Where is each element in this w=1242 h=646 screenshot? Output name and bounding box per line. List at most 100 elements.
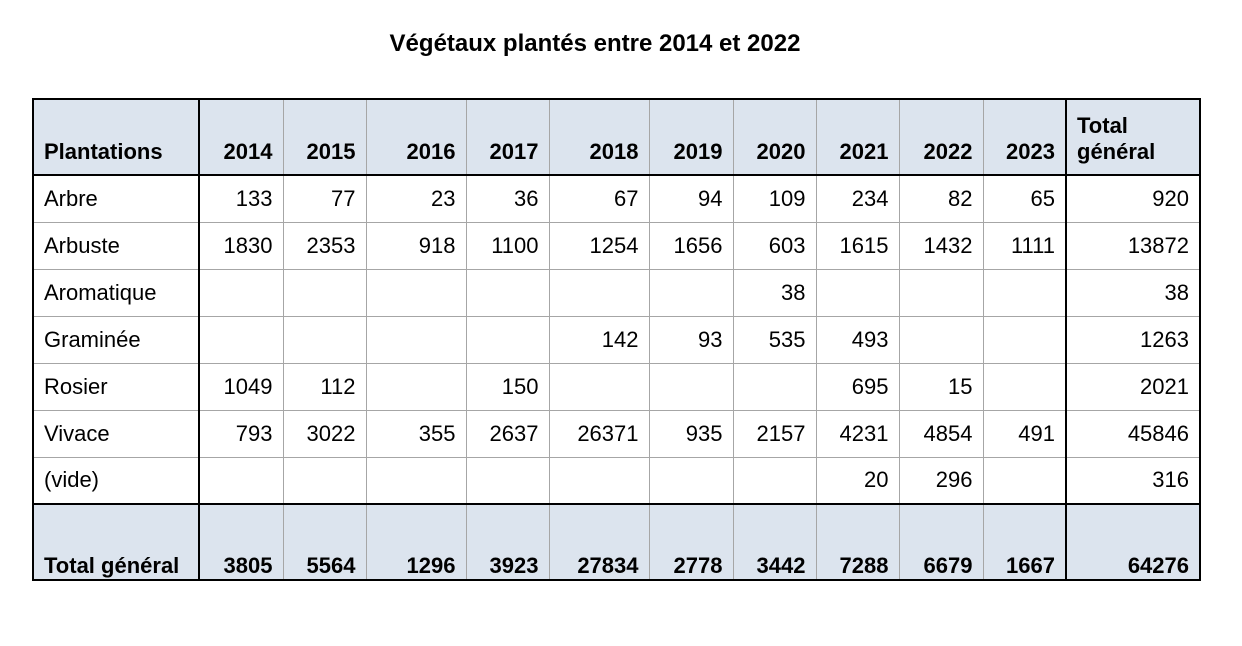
header-year: 2014 (198, 98, 284, 176)
cell-value (982, 315, 1067, 364)
cell-value: 695 (815, 362, 900, 411)
cell-value: 1615 (815, 221, 900, 270)
row-label: Aromatique (32, 268, 200, 317)
row-label: Arbuste (32, 221, 200, 270)
cell-value (365, 362, 467, 411)
cell-value (548, 268, 650, 317)
footer-value: 27834 (548, 503, 650, 581)
cell-value: 1100 (465, 221, 550, 270)
row-total: 38 (1065, 268, 1201, 317)
cell-value (282, 268, 367, 317)
header-row-label: Plantations (32, 98, 200, 176)
cell-value (898, 268, 984, 317)
header-total: Total général (1065, 98, 1201, 176)
cell-value (282, 315, 367, 364)
table-row: Arbuste 1830 2353 918 1100 1254 1656 603 1615 143… (32, 221, 1201, 270)
header-year: 2018 (548, 98, 650, 176)
title-text: Végétaux plantés entre 2014 et 2022 (389, 30, 801, 57)
footer-value: 3805 (198, 503, 284, 581)
cell-value (365, 315, 467, 364)
footer-value: 3442 (732, 503, 817, 581)
cell-value: 150 (465, 362, 550, 411)
cell-value (732, 362, 817, 411)
cell-value (198, 268, 284, 317)
row-total: 2021 (1065, 362, 1201, 411)
cell-value (982, 456, 1067, 505)
cell-value (732, 456, 817, 505)
header-year: 2017 (465, 98, 550, 176)
row-total: 45846 (1065, 409, 1201, 458)
table-row: Rosier 1049 112 150 695 15 2021 (32, 362, 1201, 411)
cell-value: 355 (365, 409, 467, 458)
header-row: Plantations 2014 2015 2016 2017 2018 201… (32, 98, 1201, 176)
cell-value: 1111 (982, 221, 1067, 270)
header-year: 2021 (815, 98, 900, 176)
cell-value (982, 268, 1067, 317)
table-row: Arbre 133 77 23 36 67 94 109 234 82 65 920 (32, 174, 1201, 223)
cell-value: 4231 (815, 409, 900, 458)
cell-value: 38 (732, 268, 817, 317)
cell-value: 93 (648, 315, 734, 364)
cell-value: 2637 (465, 409, 550, 458)
plantations-pivot-table: Plantations 2014 2015 2016 2017 2018 201… (32, 98, 1201, 581)
cell-value: 1049 (198, 362, 284, 411)
cell-value: 15 (898, 362, 984, 411)
header-year: 2019 (648, 98, 734, 176)
header-year: 2016 (365, 98, 467, 176)
cell-value: 133 (198, 174, 284, 223)
row-label: Rosier (32, 362, 200, 411)
footer-value: 2778 (648, 503, 734, 581)
table-row: Vivace 793 3022 355 2637 26371 935 2157 4231 4854… (32, 409, 1201, 458)
cell-value: 296 (898, 456, 984, 505)
cell-value (548, 362, 650, 411)
cell-value: 112 (282, 362, 367, 411)
cell-value: 603 (732, 221, 817, 270)
cell-value: 26371 (548, 409, 650, 458)
cell-value (648, 268, 734, 317)
cell-value (648, 362, 734, 411)
cell-value: 2353 (282, 221, 367, 270)
cell-value (465, 268, 550, 317)
cell-value: 94 (648, 174, 734, 223)
cell-value: 4854 (898, 409, 984, 458)
cell-value: 918 (365, 221, 467, 270)
header-year: 2022 (898, 98, 984, 176)
cell-value: 535 (732, 315, 817, 364)
cell-value (365, 268, 467, 317)
footer-grand-total: 64276 (1065, 503, 1201, 581)
cell-value: 3022 (282, 409, 367, 458)
cell-value (198, 315, 284, 364)
header-year: 2020 (732, 98, 817, 176)
footer-label: Total général (32, 503, 200, 581)
cell-value: 109 (732, 174, 817, 223)
row-total: 920 (1065, 174, 1201, 223)
table-row: Graminée 142 93 535 493 1263 (32, 315, 1201, 364)
cell-value (282, 456, 367, 505)
cell-value (548, 456, 650, 505)
row-label: Arbre (32, 174, 200, 223)
row-total: 1263 (1065, 315, 1201, 364)
cell-value (982, 362, 1067, 411)
row-label: Graminée (32, 315, 200, 364)
header-year: 2015 (282, 98, 367, 176)
footer-value: 3923 (465, 503, 550, 581)
footer-value: 7288 (815, 503, 900, 581)
cell-value: 1656 (648, 221, 734, 270)
cell-value: 491 (982, 409, 1067, 458)
row-label: (vide) (32, 456, 200, 505)
cell-value: 77 (282, 174, 367, 223)
row-total: 13872 (1065, 221, 1201, 270)
cell-value (465, 315, 550, 364)
cell-value: 493 (815, 315, 900, 364)
cell-value (365, 456, 467, 505)
cell-value (198, 456, 284, 505)
cell-value: 793 (198, 409, 284, 458)
footer-value: 1296 (365, 503, 467, 581)
cell-value: 82 (898, 174, 984, 223)
row-total: 316 (1065, 456, 1201, 505)
cell-value: 1254 (548, 221, 650, 270)
cell-value: 142 (548, 315, 650, 364)
row-label: Vivace (32, 409, 200, 458)
cell-value: 36 (465, 174, 550, 223)
cell-value: 935 (648, 409, 734, 458)
